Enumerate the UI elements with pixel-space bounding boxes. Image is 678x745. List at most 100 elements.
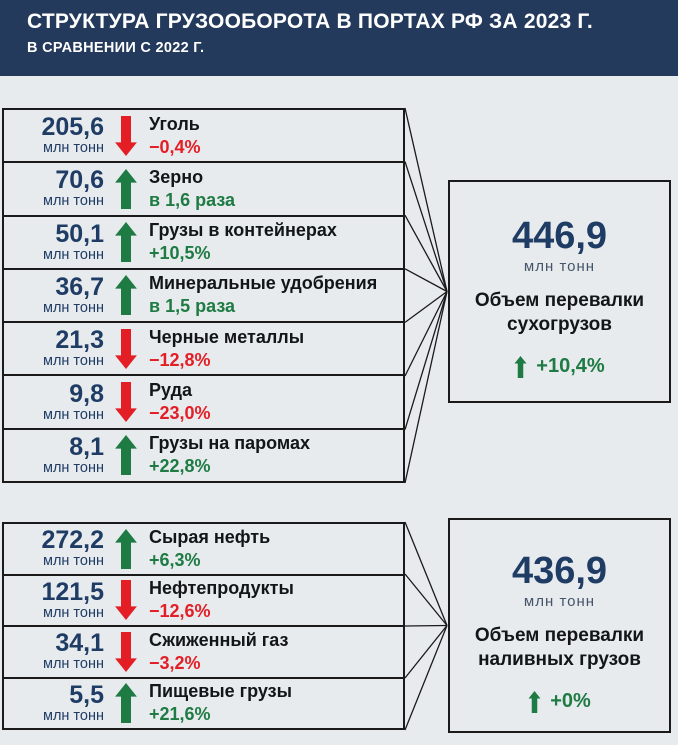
liquid-cargo-table: 272,2 млн тонн Сырая нефть +6,3% 121,5 м… (2, 522, 405, 730)
cargo-units: млн тонн (42, 193, 104, 210)
cargo-value-block: 70,6 млн тонн (4, 163, 107, 214)
cargo-row: 121,5 млн тонн Нефтепродукты −12,6% (4, 576, 403, 627)
cargo-label: Сырая нефть (149, 526, 271, 547)
dry-cargo-table: 205,6 млн тонн Уголь −0,4% 70,6 млн тонн… (2, 108, 405, 483)
cargo-label: Уголь (149, 113, 200, 134)
cargo-change: +21,6% (149, 704, 211, 725)
dry-cargo-fan (404, 107, 448, 484)
cargo-row: 8,1 млн тонн Грузы на паромах +22,8% (4, 430, 403, 481)
total-change-value: +0% (550, 690, 591, 712)
cargo-value-block: 272,2 млн тонн (4, 524, 107, 574)
cargo-text-block: Нефтепродукты −12,6% (145, 576, 403, 626)
total-change: +0% (528, 690, 591, 713)
cargo-text-block: Черные металлы −12,8% (145, 323, 403, 374)
cargo-change: −0,4% (149, 136, 201, 157)
cargo-value: 36,7 (55, 272, 104, 301)
cargo-value: 9,8 (69, 379, 104, 408)
cargo-units: млн тонн (42, 553, 104, 570)
trend-arrow-icon (107, 376, 145, 427)
cargo-units: млн тонн (42, 299, 104, 316)
trend-arrow-icon (107, 524, 145, 574)
cargo-value: 70,6 (55, 166, 104, 195)
cargo-row: 36,7 млн тонн Минеральные удобрения в 1,… (4, 270, 403, 324)
cargo-label: Пищевые грузы (149, 681, 292, 702)
cargo-value: 5,5 (69, 680, 104, 709)
cargo-value-block: 21,3 млн тонн (4, 323, 107, 374)
cargo-label: Грузы в контейнерах (149, 220, 337, 241)
cargo-label: Грузы на паромах (149, 433, 310, 454)
cargo-value: 21,3 (55, 326, 104, 355)
cargo-value-block: 9,8 млн тонн (4, 376, 107, 427)
total-change-value: +10,4% (536, 355, 605, 377)
cargo-text-block: Грузы в контейнерах +10,5% (145, 217, 403, 268)
total-value: 446,9 (511, 215, 608, 257)
cargo-label: Черные металлы (149, 326, 305, 347)
liquid-cargo-fan (404, 521, 448, 731)
cargo-text-block: Сжиженный газ −3,2% (145, 627, 403, 677)
cargo-change: +10,5% (149, 243, 211, 264)
cargo-value: 34,1 (55, 629, 104, 658)
cargo-value: 121,5 (41, 577, 104, 606)
total-label: Объем перевалки наливных грузов (474, 625, 645, 670)
total-value: 436,9 (511, 550, 608, 592)
cargo-units: млн тонн (42, 604, 104, 621)
page-subtitle: В СРАВНЕНИИ С 2022 Г. (27, 40, 205, 56)
trend-arrow-icon (107, 627, 145, 677)
total-change: +10,4% (514, 355, 605, 378)
cargo-units: млн тонн (42, 406, 104, 423)
trend-arrow-icon (107, 323, 145, 374)
total-units: млн тонн (523, 593, 596, 610)
cargo-change: в 1,5 раза (149, 296, 236, 317)
total-units: млн тонн (523, 258, 596, 275)
cargo-change: −12,6% (149, 601, 211, 622)
cargo-text-block: Сырая нефть +6,3% (145, 524, 403, 574)
header: СТРУКТУРА ГРУЗООБОРОТА В ПОРТАХ РФ ЗА 20… (0, 0, 678, 76)
cargo-text-block: Руда −23,0% (145, 376, 403, 427)
trend-arrow-icon (107, 576, 145, 626)
cargo-change: +22,8% (149, 456, 211, 477)
cargo-value-block: 205,6 млн тонн (4, 110, 107, 161)
cargo-value: 205,6 (41, 113, 104, 142)
cargo-label: Зерно (149, 166, 204, 187)
cargo-units: млн тонн (42, 140, 104, 157)
cargo-value-block: 34,1 млн тонн (4, 627, 107, 677)
trend-arrow-icon (107, 217, 145, 268)
trend-arrow-icon (107, 430, 145, 481)
cargo-row: 21,3 млн тонн Черные металлы −12,8% (4, 323, 403, 377)
cargo-units: млн тонн (42, 459, 104, 476)
cargo-units: млн тонн (42, 707, 104, 724)
cargo-row: 70,6 млн тонн Зерно в 1,6 раза (4, 163, 403, 217)
up-arrow-icon (514, 355, 527, 378)
cargo-label: Сжиженный газ (149, 629, 289, 650)
cargo-units: млн тонн (42, 353, 104, 370)
trend-arrow-icon (107, 110, 145, 161)
cargo-row: 9,8 млн тонн Руда −23,0% (4, 376, 403, 430)
cargo-value: 50,1 (55, 219, 104, 248)
cargo-label: Руда (149, 380, 193, 401)
cargo-units: млн тонн (42, 246, 104, 263)
cargo-row: 272,2 млн тонн Сырая нефть +6,3% (4, 524, 403, 576)
cargo-value-block: 5,5 млн тонн (4, 679, 107, 729)
trend-arrow-icon (107, 679, 145, 729)
cargo-text-block: Минеральные удобрения в 1,5 раза (145, 270, 403, 321)
trend-arrow-icon (107, 163, 145, 214)
cargo-text-block: Зерно в 1,6 раза (145, 163, 403, 214)
cargo-row: 50,1 млн тонн Грузы в контейнерах +10,5% (4, 217, 403, 270)
cargo-change: −23,0% (149, 403, 211, 424)
cargo-value-block: 121,5 млн тонн (4, 576, 107, 626)
cargo-value-block: 36,7 млн тонн (4, 270, 107, 321)
liquid-cargo-total-box: 436,9 млн тонн Объем перевалки наливных … (448, 518, 671, 733)
cargo-change: +6,3% (149, 549, 201, 570)
cargo-label: Минеральные удобрения (149, 273, 378, 294)
page-title: СТРУКТУРА ГРУЗООБОРОТА В ПОРТАХ РФ ЗА 20… (27, 10, 593, 33)
cargo-row: 205,6 млн тонн Уголь −0,4% (4, 110, 403, 164)
cargo-value: 272,2 (41, 526, 104, 555)
cargo-row: 5,5 млн тонн Пищевые грузы +21,6% (4, 679, 403, 729)
cargo-label: Нефтепродукты (149, 578, 294, 599)
cargo-text-block: Пищевые грузы +21,6% (145, 679, 403, 729)
dry-cargo-total-box: 446,9 млн тонн Объем перевалки сухогрузо… (448, 180, 671, 403)
cargo-value-block: 50,1 млн тонн (4, 217, 107, 268)
cargo-change: в 1,6 раза (149, 189, 236, 210)
cargo-text-block: Грузы на паромах +22,8% (145, 430, 403, 481)
